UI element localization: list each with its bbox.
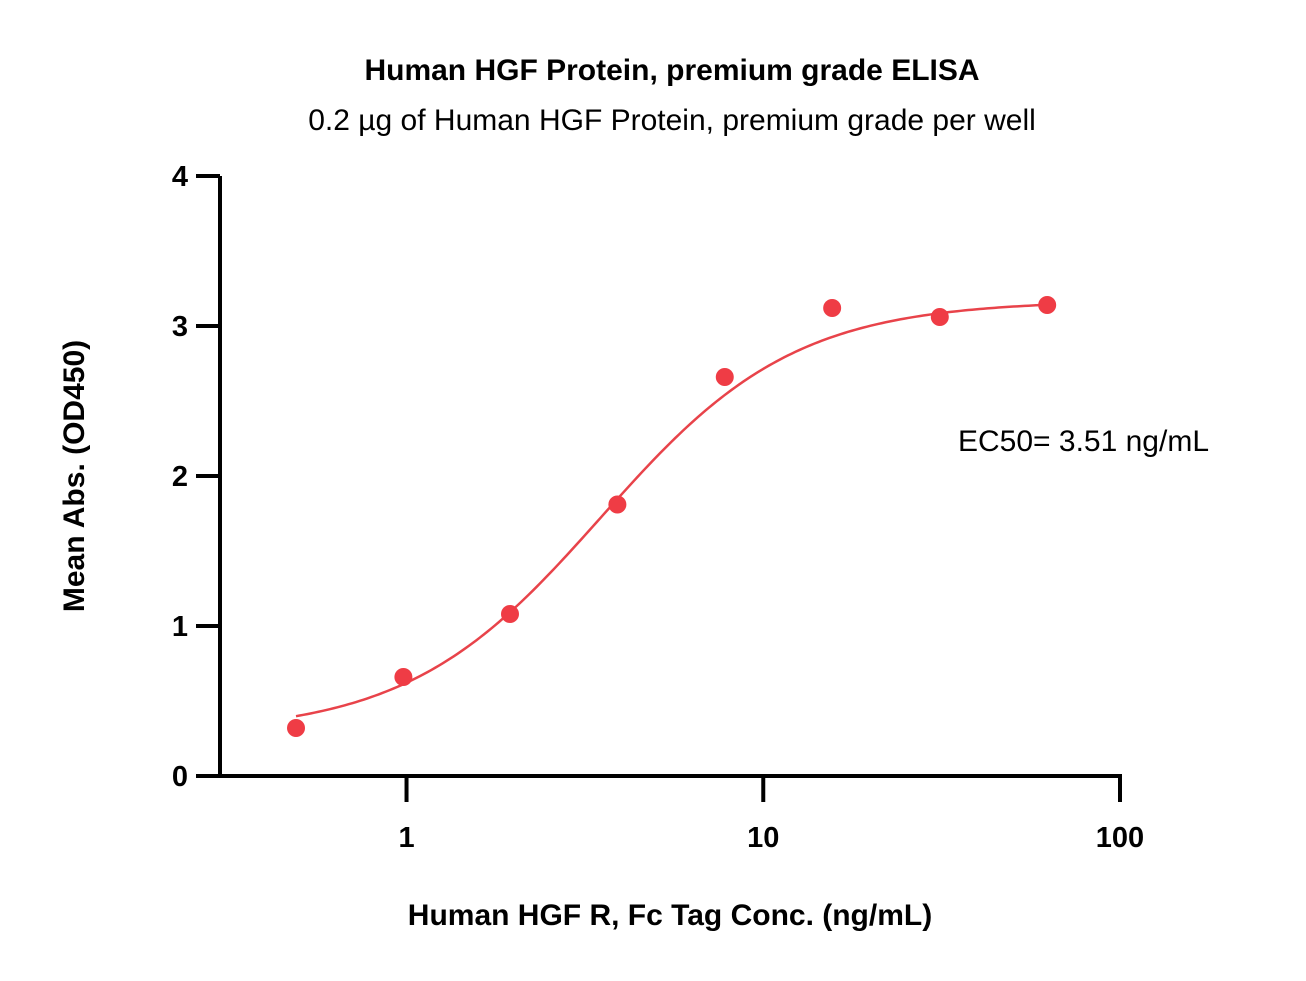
x-axis-ticks: 1 10 100 <box>398 776 1144 854</box>
data-point-2 <box>500 605 519 623</box>
data-point-7 <box>1038 296 1057 314</box>
x-tick-label-0: 1 <box>398 822 414 854</box>
y-tick-label-0: 0 <box>172 761 188 793</box>
data-point-0 <box>287 719 306 737</box>
chart-subtitle: 0.2 µg of Human HGF Protein, premium gra… <box>308 104 1036 137</box>
ec50-annotation: EC50= 3.51 ng/mL <box>958 425 1209 458</box>
data-point-4 <box>715 368 734 386</box>
x-tick-label-2: 100 <box>1096 822 1144 854</box>
data-point-6 <box>930 308 949 326</box>
y-tick-label-4: 4 <box>172 161 188 193</box>
y-tick-label-2: 2 <box>172 461 188 493</box>
x-axis-label: Human HGF R, Fc Tag Conc. (ng/mL) <box>408 899 932 932</box>
y-tick-label-1: 1 <box>172 611 188 643</box>
data-point-3 <box>608 495 627 514</box>
y-axis-ticks: 0 1 2 3 4 <box>172 161 220 793</box>
y-axis-label: Mean Abs. (OD450) <box>58 340 91 612</box>
data-points <box>287 296 1057 737</box>
x-tick-label-1: 10 <box>747 822 779 854</box>
data-point-1 <box>394 668 413 686</box>
data-point-5 <box>823 299 842 317</box>
y-tick-label-3: 3 <box>172 311 188 343</box>
fit-curve <box>295 303 1048 718</box>
chart-title: Human HGF Protein, premium grade ELISA <box>364 54 979 87</box>
